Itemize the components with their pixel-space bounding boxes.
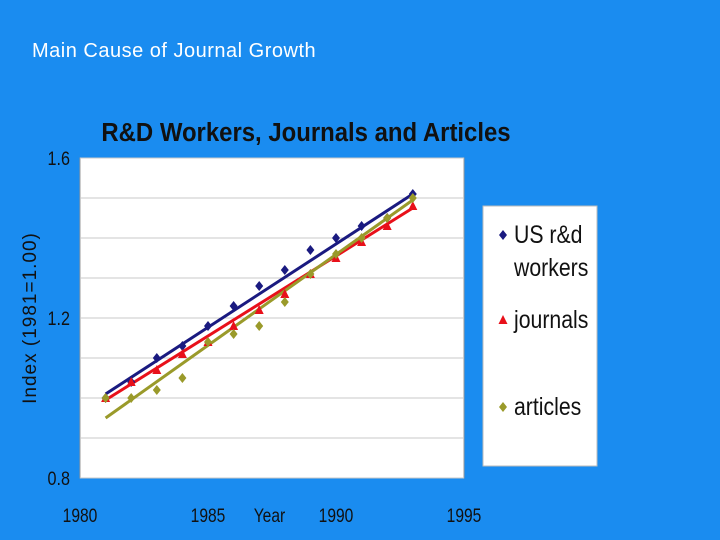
point-journals <box>408 201 418 210</box>
point-journals <box>152 365 162 374</box>
point-journals <box>382 221 392 230</box>
point-us-r-d-workers <box>306 245 315 255</box>
legend-marker <box>499 230 507 240</box>
point-articles <box>229 329 238 339</box>
point-articles <box>152 385 161 395</box>
point-journals <box>177 349 187 358</box>
y-tick-label: 1.2 <box>48 308 70 330</box>
x-axis-label: Year <box>254 505 286 527</box>
point-articles <box>280 297 289 307</box>
y-tick-label: 1.6 <box>48 148 71 170</box>
point-journals <box>229 321 239 330</box>
point-articles <box>357 233 366 243</box>
x-tick-label: 1995 <box>447 505 482 527</box>
y-tick-label: 0.8 <box>48 468 71 490</box>
point-articles <box>383 213 392 223</box>
x-tick-label: 1990 <box>319 505 354 527</box>
point-articles <box>127 393 136 403</box>
x-tick-label: 1980 <box>63 505 98 527</box>
legend-label: workers <box>513 253 588 281</box>
point-us-r-d-workers <box>152 353 161 363</box>
y-axis-label: Index (1981=1.00) <box>20 232 41 404</box>
chart-title: R&D Workers, Journals and Articles <box>101 118 510 147</box>
point-us-r-d-workers <box>280 265 289 275</box>
point-us-r-d-workers <box>332 233 340 243</box>
point-articles <box>178 373 187 383</box>
legend-marker <box>499 402 507 412</box>
legend-label: journals <box>513 305 588 333</box>
point-articles <box>204 337 212 347</box>
slide-title: Main Cause of Journal Growth <box>32 40 317 62</box>
point-us-r-d-workers <box>357 221 366 231</box>
point-articles <box>408 193 417 203</box>
legend-box <box>482 205 598 467</box>
point-us-r-d-workers <box>255 281 264 291</box>
point-us-r-d-workers <box>229 301 238 311</box>
point-articles <box>332 249 340 259</box>
x-tick-label: 1985 <box>191 505 226 527</box>
point-articles <box>255 321 264 331</box>
point-journals <box>126 377 136 386</box>
point-articles <box>101 393 110 403</box>
point-journals <box>254 305 264 314</box>
legend-label: articles <box>514 392 581 420</box>
point-articles <box>306 269 315 279</box>
point-us-r-d-workers <box>178 341 187 351</box>
point-journals <box>280 289 290 298</box>
legend-marker <box>498 315 508 324</box>
legend-label: US r&d <box>514 220 582 248</box>
point-us-r-d-workers <box>204 321 212 331</box>
